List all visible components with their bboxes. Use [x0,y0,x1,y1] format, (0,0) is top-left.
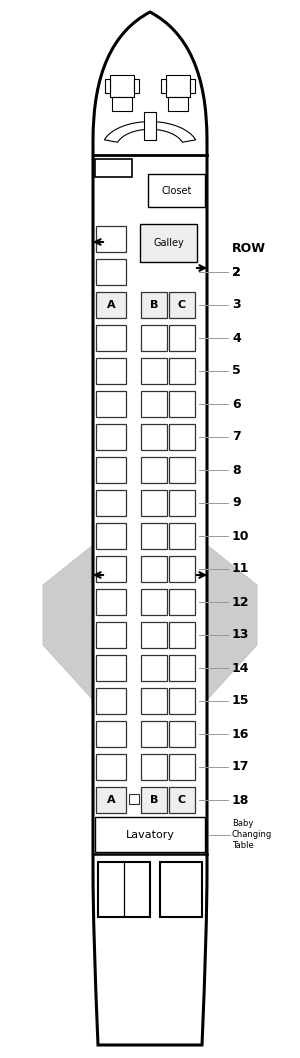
Text: 16: 16 [232,728,249,741]
Bar [169,754,195,780]
Bar [110,75,134,97]
Bar [141,457,167,484]
Bar [141,325,167,351]
Text: 3: 3 [232,298,241,311]
Bar [140,224,197,262]
Text: 2: 2 [232,266,241,278]
Text: C: C [178,300,186,310]
Bar [129,794,139,804]
Bar [95,817,205,852]
Bar [169,391,195,417]
Bar [96,655,126,681]
Bar [141,787,167,813]
Bar [169,589,195,615]
Bar [96,754,126,780]
Bar [96,490,126,516]
Bar [141,358,167,384]
Bar [166,75,190,97]
Bar [105,79,110,93]
Bar [169,457,195,484]
Text: 7: 7 [232,431,241,443]
Text: 2: 2 [232,266,241,278]
Polygon shape [43,545,93,700]
Bar [96,589,126,615]
Bar [96,720,126,747]
Text: 9: 9 [232,496,241,510]
Bar [96,787,126,813]
Bar [96,226,126,252]
Text: 12: 12 [232,596,250,608]
Bar [96,391,126,417]
Bar [96,557,126,582]
Text: C: C [178,795,186,805]
Bar [112,97,132,111]
Bar [169,622,195,647]
Bar [169,720,195,747]
Text: 18: 18 [232,794,249,806]
Text: 4: 4 [232,331,241,345]
Bar [169,688,195,714]
Bar [141,557,167,582]
Text: 15: 15 [232,694,250,708]
Bar [144,112,156,140]
Bar [169,424,195,450]
Bar [141,424,167,450]
Bar [141,292,167,318]
Bar [169,655,195,681]
Bar [168,97,188,111]
Bar [96,457,126,484]
Text: Lavatory: Lavatory [125,829,175,839]
Text: 8: 8 [232,463,241,476]
Bar [141,688,167,714]
Text: 11: 11 [232,563,250,576]
Polygon shape [207,545,257,700]
Text: A: A [107,795,115,805]
Bar [141,754,167,780]
Text: 10: 10 [232,529,250,543]
Text: 13: 13 [232,628,249,641]
Text: Baby
Changing
Table: Baby Changing Table [232,819,272,850]
Bar [96,424,126,450]
Bar [134,79,139,93]
Text: ROW: ROW [232,242,266,255]
Bar [148,174,205,207]
Bar [141,655,167,681]
Text: A: A [107,300,115,310]
Text: B: B [150,795,158,805]
Bar [169,490,195,516]
Bar [96,688,126,714]
Bar [169,787,195,813]
Bar [141,720,167,747]
Bar [96,259,126,285]
Polygon shape [104,122,196,142]
Text: 14: 14 [232,661,250,675]
Bar [141,391,167,417]
Bar [160,862,202,917]
Text: Closet: Closet [161,185,192,196]
Bar [96,622,126,647]
Text: 17: 17 [232,761,250,773]
Bar [161,79,166,93]
Text: 5: 5 [232,365,241,378]
Bar [169,358,195,384]
Bar [141,490,167,516]
Bar [169,523,195,549]
Text: B: B [150,300,158,310]
Text: Galley: Galley [153,238,184,248]
Bar [95,159,132,177]
Text: 6: 6 [232,398,241,411]
Bar [96,292,126,318]
Bar [96,358,126,384]
Bar [96,325,126,351]
Bar [169,292,195,318]
Bar [169,325,195,351]
Bar [141,523,167,549]
Bar [96,523,126,549]
PathPatch shape [93,12,207,1045]
Bar [141,589,167,615]
Bar [169,557,195,582]
Bar [141,622,167,647]
Bar [98,862,150,917]
Bar [190,79,195,93]
